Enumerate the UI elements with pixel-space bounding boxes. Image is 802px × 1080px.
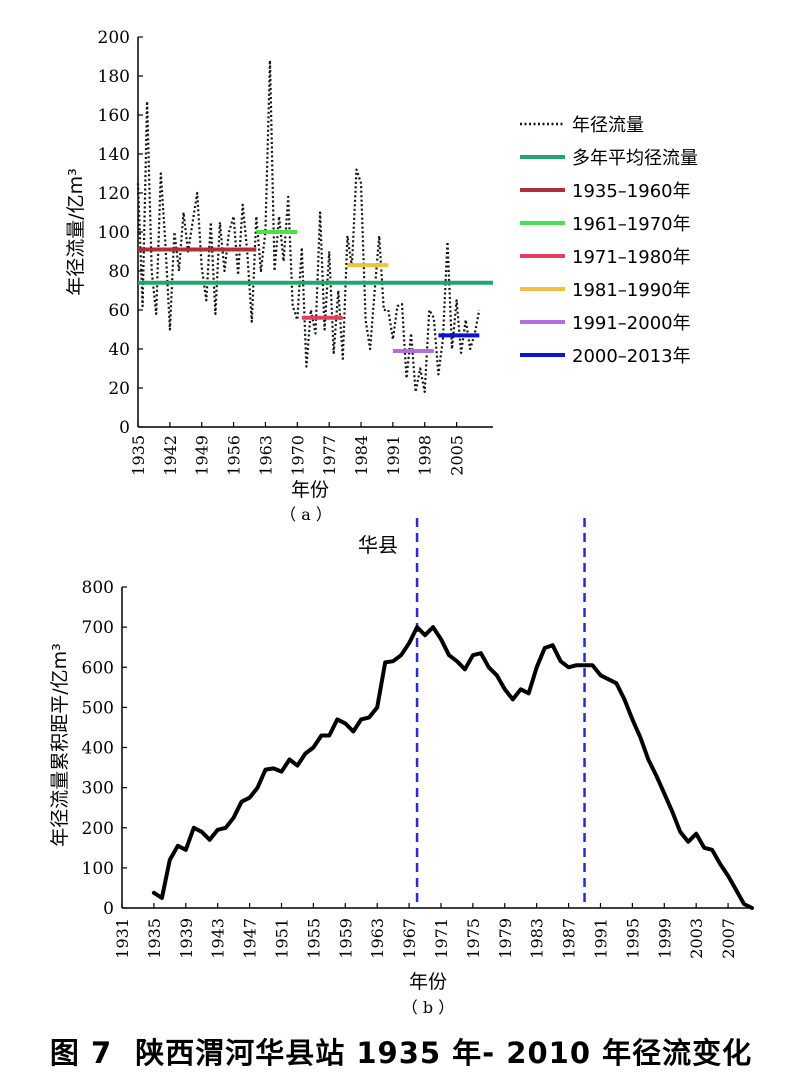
x-tick-label: 1963 [368, 918, 387, 959]
y-axis-label: 年径流量累积距平/亿m³ [49, 643, 71, 847]
x-tick-label: 1931 [113, 918, 132, 959]
x-tick-label: 1963 [256, 435, 275, 476]
x-tick-label: 1967 [400, 918, 419, 959]
x-tick-label: 1947 [241, 918, 260, 959]
x-tick-label: 1935 [145, 918, 164, 959]
y-tick-label: 120 [98, 184, 130, 204]
chart-b: 0 100 200 300 400 500 600 700 800 1931 1935 1939 194… [49, 518, 754, 1017]
x-tick-label: 1991 [384, 435, 403, 476]
figure-title: 陕西渭河华县站 1935 年- 2010 年径流变化 [135, 1036, 753, 1070]
legend-label: 1991–2000年 [572, 313, 691, 334]
y-tick-label: 400 [82, 739, 114, 759]
x-tick-label: 1951 [272, 918, 291, 959]
y-tick-label: 160 [98, 106, 130, 126]
x-tick-label: 1971 [432, 918, 451, 959]
x-tick-label: 1975 [464, 918, 483, 959]
y-axis-label: 年径流量/亿m³ [65, 168, 87, 296]
x-tick-label: 1995 [623, 918, 642, 959]
legend-label: 1981–1990年 [572, 280, 691, 301]
y-tick-label: 180 [98, 67, 130, 87]
y-tick-label: 0 [119, 418, 130, 438]
x-tick-label: 1999 [655, 918, 674, 959]
legend-label: 1971–1980年 [572, 247, 691, 268]
legend-label: 1935–1960年 [572, 181, 691, 202]
y-tick-label: 60 [108, 301, 130, 321]
x-axis-label: 年份 [291, 479, 329, 501]
y-tick-label: 800 [82, 578, 114, 598]
x-tick-label: 1970 [288, 435, 307, 476]
y-tick-label: 100 [82, 859, 114, 879]
panel-label-b: （ b ） [402, 998, 454, 1017]
y-tick-label: 0 [103, 899, 114, 919]
y-tick-label: 600 [82, 658, 114, 678]
chart-a: 0 20 40 60 80 100 120 140 160 180 200 1935 1942 1949 1… [65, 28, 698, 524]
y-tick-label: 200 [82, 819, 114, 839]
series-cumulative-anomaly [151, 625, 754, 910]
x-tick-label: 1991 [591, 918, 610, 959]
x-tick-label: 1959 [336, 918, 355, 959]
y-tick-label: 40 [108, 340, 130, 360]
x-tick-label: 1955 [304, 918, 323, 959]
y-tick-label: 100 [98, 223, 130, 243]
x-axis-label: 年份 [409, 971, 447, 993]
x-tick-label: 1942 [161, 435, 180, 476]
y-tick-label: 500 [82, 698, 114, 718]
x-tick-label: 2003 [687, 918, 706, 959]
x-tick-label: 1977 [320, 435, 339, 476]
x-tick-label: 1949 [193, 435, 212, 476]
figure-caption: 图 7 陕西渭河华县站 1935 年- 2010 年径流变化 [0, 1030, 802, 1072]
x-tick-label: 1956 [225, 435, 244, 476]
x-tick-label: 1987 [560, 918, 579, 959]
station-annotation: 华县 [358, 533, 398, 557]
x-tick-label: 1979 [496, 918, 515, 959]
x-tick-label: 1998 [416, 435, 435, 476]
legend-label: 1961–1970年 [572, 214, 691, 235]
y-tick-label: 80 [108, 262, 130, 282]
legend-label: 年径流量 [572, 115, 644, 136]
y-tick-label: 200 [98, 28, 130, 48]
legend-label: 多年平均径流量 [572, 148, 698, 169]
y-tick-label: 140 [98, 145, 130, 165]
x-tick-label: 2005 [448, 435, 467, 476]
panel-label-a: （ a ） [280, 505, 332, 524]
y-tick-label: 20 [108, 379, 130, 399]
x-tick-label: 2007 [719, 918, 738, 959]
x-tick-label: 1935 [129, 435, 148, 476]
y-tick-label: 700 [82, 618, 114, 638]
figure-canvas: 0 20 40 60 80 100 120 140 160 180 200 1935 1942 1949 1… [49, 28, 754, 1017]
x-tick-label: 1943 [209, 918, 228, 959]
y-tick-label: 300 [82, 779, 114, 799]
legend-label: 2000–2013年 [572, 346, 691, 367]
x-tick-label: 1984 [352, 435, 371, 476]
figure-number: 图 7 [49, 1036, 113, 1070]
series-annual-runoff [136, 59, 481, 393]
x-tick-label: 1939 [177, 918, 196, 959]
x-tick-label: 1983 [528, 918, 547, 959]
